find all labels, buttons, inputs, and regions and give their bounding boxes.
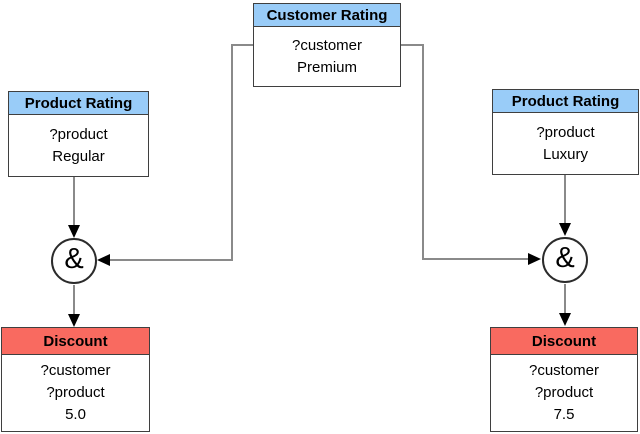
node-title: Product Rating [493,90,638,113]
arrowhead-product-right-to-join [559,223,571,236]
connector-product-left-to-join [73,177,75,225]
connector-customer-left-horizontal [109,259,233,261]
connector-customer-right-vertical [422,44,424,260]
arrowhead-into-left-join [97,254,110,266]
connector-customer-right-horizontal [424,258,528,260]
join-node-left: & [51,238,97,284]
arrowhead-product-left-to-join [68,225,80,238]
node-field: ?customer [528,362,600,379]
arrowhead-into-right-join [528,253,541,265]
node-field: 5.0 [65,406,86,423]
node-title: Product Rating [9,92,148,115]
node-body: ?customer ?product 5.0 [2,355,149,431]
node-title: Discount [491,328,637,355]
arrowhead-right-join-to-discount [559,313,571,326]
ampersand-label: & [555,242,575,274]
node-body: ?customer ?product 7.5 [491,355,637,431]
node-body: ?customer Premium [254,27,400,86]
node-discount-left: Discount ?customer ?product 5.0 [1,327,150,432]
node-field: 7.5 [553,406,575,423]
node-product-rating-left: Product Rating ?product Regular [8,91,149,177]
join-node-right: & [542,237,588,283]
connector-customer-right-stub [401,44,424,46]
node-body: ?product Regular [9,115,148,176]
node-field: ?product [49,125,108,143]
node-field: ?customer [40,362,111,379]
node-field: Luxury [542,145,589,163]
connector-left-join-to-discount [73,285,75,314]
connector-product-right-to-join [564,175,566,223]
node-product-rating-right: Product Rating ?product Luxury [492,89,639,175]
arrowhead-left-join-to-discount [68,314,80,327]
node-title: Customer Rating [254,4,400,27]
ampersand-label: & [64,243,84,275]
node-field: ?customer [291,36,363,54]
node-field: Regular [52,147,105,165]
connector-customer-left-vertical [231,44,233,260]
node-field: ?product [46,384,105,401]
node-customer-rating: Customer Rating ?customer Premium [253,3,401,87]
node-field: ?product [536,123,595,141]
node-title: Discount [2,328,149,355]
node-field: ?product [534,384,594,401]
node-field: Premium [296,58,357,76]
node-body: ?product Luxury [493,113,638,174]
node-discount-right: Discount ?customer ?product 7.5 [490,327,638,432]
connector-right-join-to-discount [564,284,566,313]
connector-customer-left-stub [231,44,253,46]
